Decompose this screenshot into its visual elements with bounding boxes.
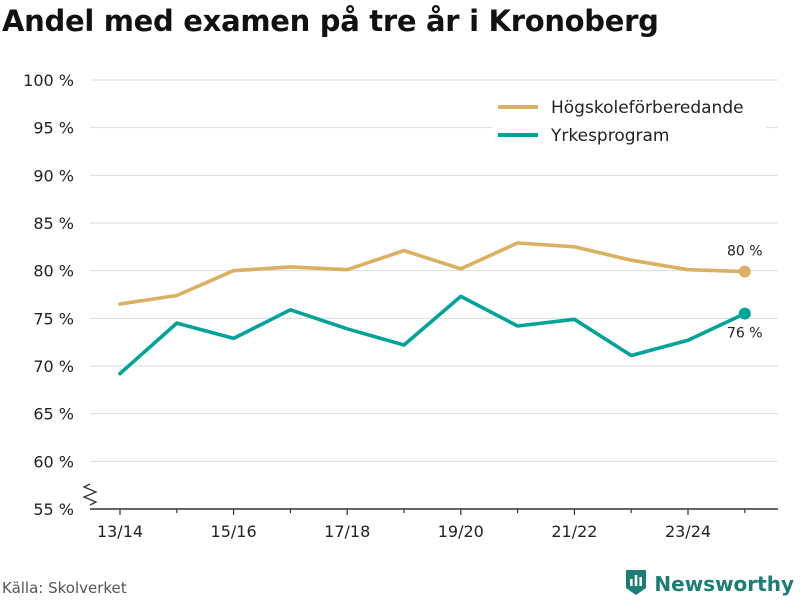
series-line-hogskoleforberedande (118, 241, 747, 306)
bar-chart-logo-icon (624, 568, 648, 600)
series-line-yrkesprogram (118, 294, 747, 376)
x-tick-label: 15/16 (211, 522, 257, 541)
x-axis (82, 483, 778, 510)
x-tick-label: 21/22 (551, 522, 597, 541)
end-point-yrkesprogram (738, 307, 751, 320)
y-axis-tick-labels: 55 % 60 % 65 % 70 % 75 % 80 % 85 % 90 % 95 % 100 … (23, 71, 74, 519)
y-tick-label: 75 % (33, 309, 74, 328)
legend-label-yrkesprogram: Yrkesprogram (550, 126, 670, 146)
x-tick-label: 23/24 (665, 522, 711, 541)
y-tick-label: 85 % (33, 214, 74, 233)
line-chart: 55 % 60 % 65 % 70 % 75 % 80 % 85 % 90 % 95 % 100 … (23, 71, 778, 541)
legend-background (492, 94, 766, 156)
chart-title: Andel med examen på tre år i Kronoberg (2, 4, 659, 38)
axis-break-icon (82, 483, 98, 506)
x-tick-label: 17/18 (324, 522, 370, 541)
y-tick-label: 95 % (33, 119, 74, 138)
x-tick-label: 19/20 (438, 522, 484, 541)
y-tick-label: 90 % (33, 166, 74, 185)
end-point-hogskoleforberedande (738, 265, 751, 278)
series-lines: 80 % 76 % (118, 241, 763, 376)
y-tick-label: 65 % (33, 405, 74, 424)
y-tick-label: 80 % (33, 262, 74, 281)
legend: Högskoleförberedande Yrkesprogram (492, 94, 766, 156)
x-tick-label: 13/14 (97, 522, 143, 541)
grid-lines (90, 79, 778, 462)
brand-name: Newsworthy (654, 572, 794, 596)
source-note: Källa: Skolverket (2, 579, 127, 597)
brand[interactable]: Newsworthy (624, 568, 794, 600)
end-label-hogskoleforberedande: 80 % (727, 244, 763, 260)
y-tick-label: 55 % (33, 500, 74, 519)
y-tick-label: 60 % (33, 452, 74, 471)
y-tick-label: 70 % (33, 357, 74, 376)
y-tick-label: 100 % (23, 71, 74, 90)
legend-label-hogskoleforberedande: Högskoleförberedande (551, 98, 744, 118)
end-label-yrkesprogram: 76 % (727, 326, 763, 342)
x-axis-ticks: 13/14 15/16 17/18 19/20 21/22 23/24 (97, 509, 746, 541)
